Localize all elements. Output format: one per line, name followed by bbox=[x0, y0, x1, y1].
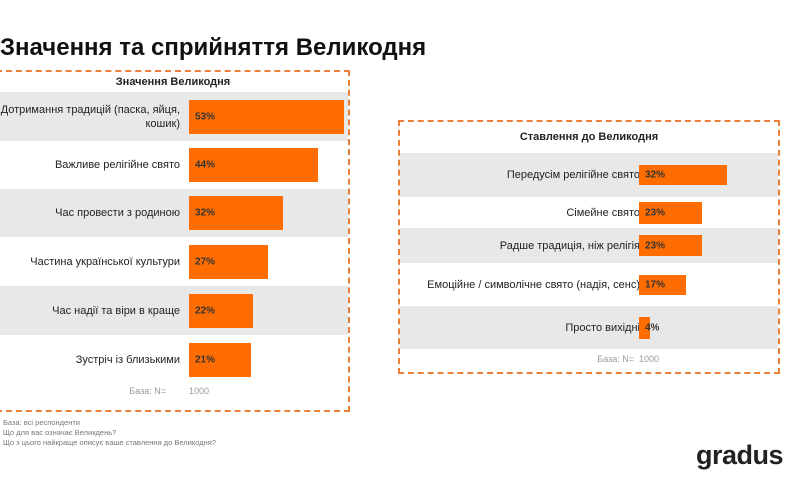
footnote: Що для вас означає Великдень? bbox=[3, 428, 117, 437]
bar bbox=[189, 148, 318, 182]
bar bbox=[639, 316, 650, 339]
data-label: 32% bbox=[195, 207, 216, 219]
bar-row: Час надії та віри в краще 22% bbox=[0, 286, 348, 335]
category-label: Час надії та віри в краще bbox=[52, 304, 180, 317]
base-label: База: N= bbox=[129, 386, 166, 396]
page-title: Значення та сприйняття Великодня bbox=[0, 34, 427, 61]
category-label: Частина української культури bbox=[30, 255, 180, 268]
data-label: 27% bbox=[195, 256, 216, 267]
bar bbox=[189, 342, 251, 377]
bar-row: Дотримання традицій (паска, яйця, кошик)… bbox=[0, 92, 348, 141]
base-label: База: N= bbox=[597, 354, 634, 364]
footnote: Що з цього найкраще описує ваше ставленн… bbox=[3, 438, 216, 447]
category-label: Передусім релігійне свято bbox=[506, 169, 640, 181]
bar-row: Частина української культури 27% bbox=[0, 237, 348, 286]
bar bbox=[189, 293, 254, 328]
data-label: 53% bbox=[195, 111, 216, 122]
category-label: Зустріч із близькими bbox=[75, 353, 180, 366]
category-label: Сімейне свято bbox=[566, 206, 640, 219]
data-label: 4% bbox=[645, 322, 660, 333]
category-label: Час провести з родиною bbox=[55, 207, 180, 219]
bar-row: Радше традиція, ніж релігія 23% bbox=[400, 228, 778, 263]
data-label: 32% bbox=[645, 169, 666, 181]
chart-panel-meaning: Значення Великодня Дотримання традицій (… bbox=[0, 70, 350, 412]
bar bbox=[189, 244, 269, 279]
bar-row: Час провести з родиною 32% bbox=[0, 189, 348, 237]
category-label: Дотримання традицій (паска, яйця, кошик) bbox=[0, 103, 180, 130]
data-label: 21% bbox=[195, 354, 216, 365]
bar-row: Передусім релігійне свято 32% bbox=[400, 153, 778, 197]
chart-title: Значення Великодня bbox=[115, 76, 231, 88]
chart-panel-attitude: Ставлення до Великодня Передусім релігій… bbox=[398, 120, 780, 374]
bar-row: Важливе релігійне свято 44% bbox=[0, 141, 348, 189]
bar bbox=[639, 274, 686, 295]
bar bbox=[189, 196, 283, 230]
bar-row: Просто вихідні 4% bbox=[400, 306, 778, 349]
base-value: 1000 bbox=[639, 354, 660, 364]
category-label: Радше традиція, ніж релігія bbox=[499, 239, 640, 252]
gradus-logo: gradus bbox=[695, 440, 784, 470]
base-value: 1000 bbox=[189, 386, 210, 396]
category-label: Просто вихідні bbox=[565, 321, 640, 334]
data-label: 44% bbox=[195, 159, 216, 171]
data-label: 17% bbox=[645, 279, 666, 290]
bar bbox=[639, 165, 727, 185]
bar-row: Сімейне свято 23% bbox=[400, 197, 778, 228]
bar bbox=[639, 235, 703, 256]
chart-title: Ставлення до Великодня bbox=[519, 131, 659, 143]
category-label: Важливе релігійне свято bbox=[54, 159, 180, 171]
bar bbox=[639, 201, 703, 224]
bar bbox=[189, 99, 345, 134]
footnote: База: всі респонденти bbox=[3, 418, 80, 427]
data-label: 22% bbox=[195, 305, 216, 316]
bar-row: Емоційне / символічне свято (надія, сенс… bbox=[400, 263, 778, 306]
bar-row: Зустріч із близькими 21% bbox=[0, 335, 348, 384]
data-label: 23% bbox=[645, 240, 666, 251]
data-label: 23% bbox=[645, 207, 666, 218]
category-label: Емоційне / символічне свято (надія, сенс… bbox=[427, 278, 640, 291]
footnotes: База: всі респонденти Що для вас означає… bbox=[3, 418, 216, 448]
